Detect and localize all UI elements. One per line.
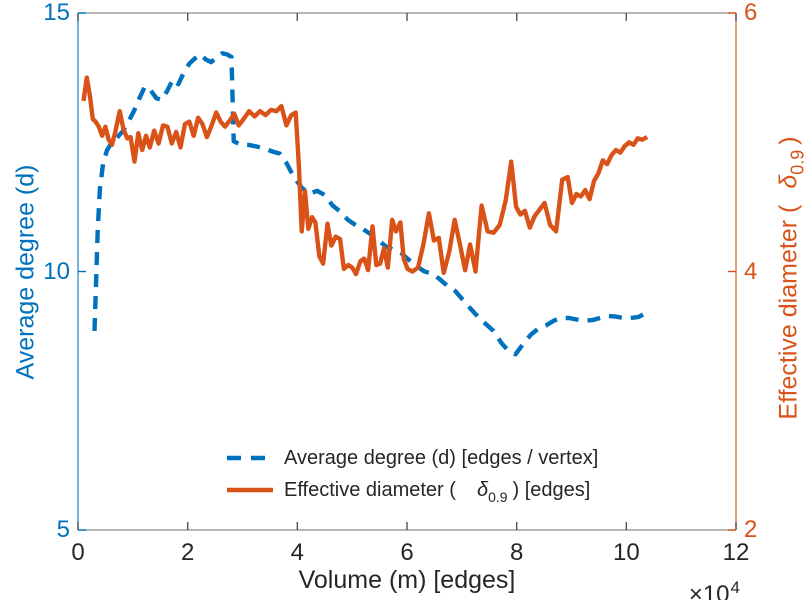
y-right-label-suffix: ) bbox=[774, 136, 803, 145]
legend-item-effective-diameter: Effective diameter ( δ0.9) [edges] bbox=[226, 474, 598, 506]
delta-symbol: δ bbox=[774, 174, 803, 189]
x-tick-label: 2 bbox=[180, 539, 195, 566]
legend-line-sample-effective-diameter bbox=[227, 487, 273, 493]
y-right-tick-label: 6 bbox=[744, 0, 758, 26]
y-right-label-prefix: Effective diameter ( bbox=[774, 204, 803, 420]
legend-label-effective-diameter: Effective diameter ( δ0.9) [edges] bbox=[284, 478, 591, 505]
legend-item-average-degree: Average degree (d) [edges / vertex] bbox=[226, 442, 598, 474]
x-tick-label: 10 bbox=[612, 539, 640, 566]
legend2-prefix: Effective diameter ( bbox=[284, 478, 456, 501]
multiplier-base: ×10 bbox=[688, 581, 730, 600]
y-left-tick-label: 15 bbox=[43, 0, 70, 26]
delta-subscript: 0.9 bbox=[787, 149, 808, 175]
legend-line-sample-average-degree bbox=[227, 455, 273, 461]
multiplier-exponent: 4 bbox=[730, 578, 740, 597]
y-left-tick-label: 10 bbox=[43, 257, 70, 285]
y-right-tick-label: 2 bbox=[744, 516, 758, 543]
x-tick-label: 6 bbox=[400, 539, 414, 566]
y-right-tick-label: 4 bbox=[744, 257, 758, 285]
average-degree-line bbox=[92, 51, 648, 357]
x-tick-label: 4 bbox=[290, 539, 304, 566]
x-axis-multiplier: ×104 bbox=[600, 578, 740, 600]
legend2-suffix: ) [edges] bbox=[512, 478, 591, 501]
effective-diameter-line bbox=[81, 75, 649, 277]
legend-delta-symbol: δ bbox=[476, 478, 489, 501]
x-tick-label: 12 bbox=[722, 539, 750, 566]
x-axis-label: Volume (m) [edges] bbox=[298, 566, 516, 594]
x-tick-label: 0 bbox=[71, 539, 85, 566]
x-tick-label: 8 bbox=[509, 539, 524, 566]
legend: Average degree (d) [edges / vertex] Effe… bbox=[226, 442, 598, 506]
legend-delta-subscript: 0.9 bbox=[488, 488, 508, 505]
y-left-tick-label: 5 bbox=[56, 516, 70, 543]
legend-label-average-degree: Average degree (d) [edges / vertex] bbox=[284, 446, 599, 469]
